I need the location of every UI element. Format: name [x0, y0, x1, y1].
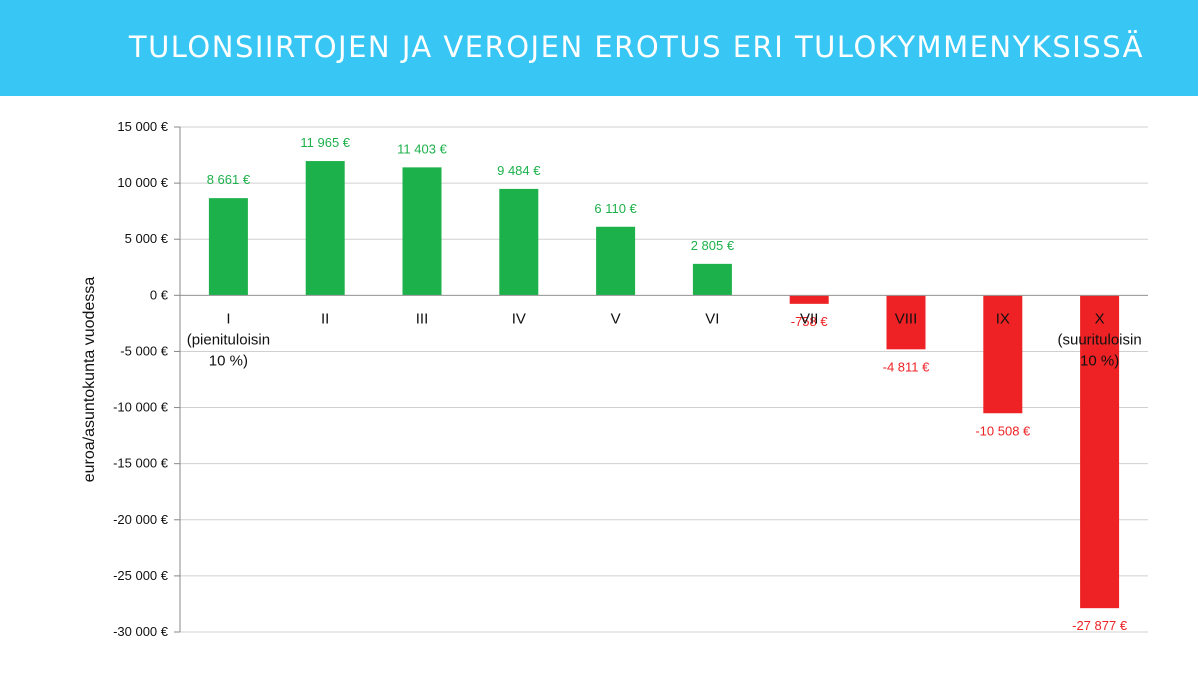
x-tick-label: VI	[705, 310, 719, 327]
bar	[305, 161, 345, 296]
x-tick-label: IV	[512, 310, 526, 327]
y-tick-label: -5 000 €	[120, 343, 168, 358]
header-banner: TULONSIIRTOJEN JA VEROJEN EROTUS ERI TUL…	[0, 0, 1198, 96]
data-label: -10 508 €	[975, 423, 1031, 438]
y-tick-label: -30 000 €	[113, 624, 169, 639]
x-tick-label: I	[226, 310, 230, 327]
bar	[596, 226, 636, 296]
x-tick-label: II	[321, 310, 329, 327]
x-tick-label: X	[1095, 310, 1105, 327]
bar	[692, 263, 732, 296]
data-label: -4 811 €	[883, 359, 931, 374]
y-tick-label: -25 000 €	[113, 568, 169, 583]
y-tick-label: 5 000 €	[125, 231, 169, 246]
x-tick-label: (pienituloisin	[187, 331, 270, 348]
x-tick-label: VIII	[895, 310, 918, 327]
bar	[789, 295, 829, 304]
x-tick-label: IX	[996, 310, 1010, 327]
bar	[499, 188, 539, 296]
bar	[886, 295, 926, 350]
y-tick-label: 10 000 €	[117, 175, 168, 190]
data-label: -27 877 €	[1072, 618, 1128, 633]
bar	[1080, 295, 1120, 609]
bar	[208, 198, 248, 296]
x-tick-label: V	[611, 310, 621, 327]
data-label: 8 661 €	[207, 172, 251, 187]
x-tick-label: VII	[800, 310, 818, 327]
data-label: 6 110 €	[594, 201, 637, 216]
x-tick-label: III	[416, 310, 429, 327]
data-label: 11 965 €	[300, 135, 350, 150]
y-tick-label: -20 000 €	[113, 512, 169, 527]
x-tick-label: (suurituloisin	[1057, 331, 1141, 348]
data-label: 11 403 €	[397, 141, 447, 156]
bar	[983, 295, 1023, 414]
data-label: 2 805 €	[691, 238, 735, 253]
data-label: 9 484 €	[497, 163, 541, 178]
bar-chart: 15 000 € 10 000 € 5 000 € 0 € -5 000 € -10 00…	[81, 119, 1148, 639]
bar	[402, 167, 442, 296]
y-tick-label: -10 000 €	[113, 400, 169, 415]
y-tick-label: -15 000 €	[113, 456, 169, 471]
y-tick-label: 15 000 €	[117, 119, 168, 134]
x-tick-label: 10 %)	[1080, 352, 1119, 369]
chart-title: TULONSIIRTOJEN JA VEROJEN EROTUS ERI TUL…	[128, 30, 1144, 64]
x-tick-label: 10 %)	[209, 352, 248, 369]
y-tick-label: 0 €	[150, 287, 169, 302]
y-axis-label: euroa/asuntokunta vuodessa	[81, 277, 98, 483]
data-label: -758 €	[791, 314, 829, 329]
